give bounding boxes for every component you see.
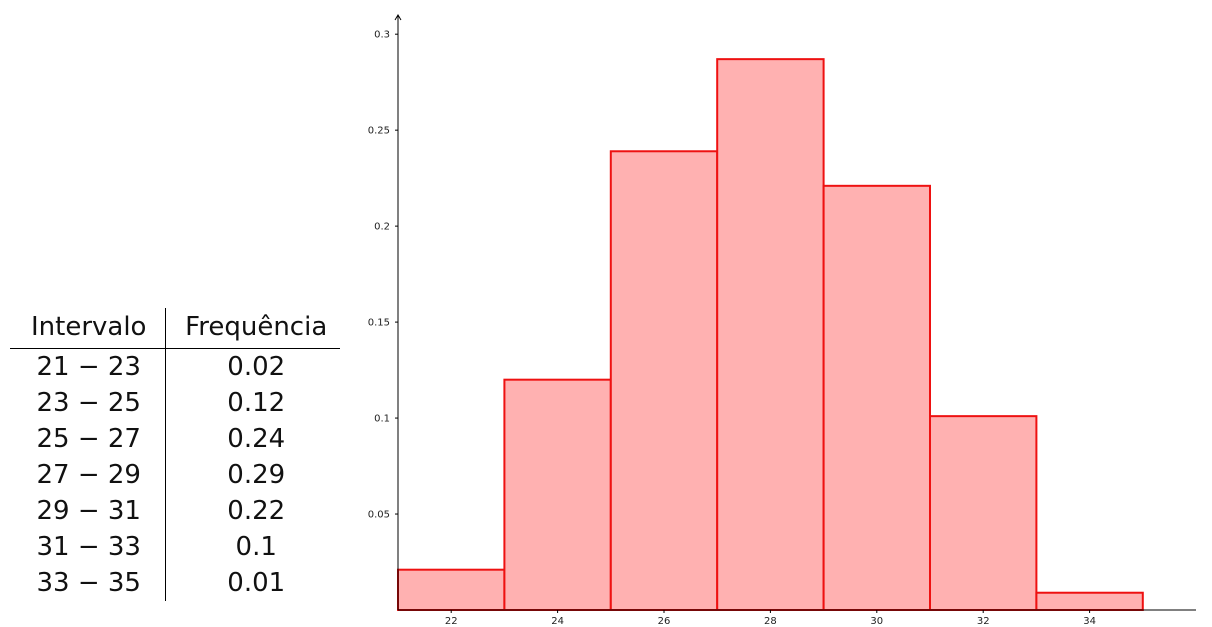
x-tick-label: 28 xyxy=(764,616,777,627)
header-interval: Intervalo xyxy=(10,308,167,349)
frequency-table-container: Intervalo Frequência 21 − 23 0.02 23 − 2… xyxy=(10,308,340,608)
x-tick-label: 22 xyxy=(445,616,458,627)
frequency-cell: 0.24 xyxy=(227,424,286,454)
y-tick-label: 0.2 xyxy=(374,222,390,233)
y-tick-label: 0.3 xyxy=(374,30,390,41)
interval-cell: 33 − 35 xyxy=(10,565,167,601)
x-tick-label: 30 xyxy=(870,616,883,627)
histogram-bar xyxy=(822,184,931,612)
interval-cell: 25 − 27 xyxy=(10,421,167,457)
frequency-cell: 0.29 xyxy=(227,460,286,490)
frequency-table: Intervalo Frequência 21 − 23 0.02 23 − 2… xyxy=(10,308,340,601)
table-row: 31 − 33 0.1 xyxy=(10,529,340,565)
x-tick-label: 24 xyxy=(551,616,564,627)
histogram-bar xyxy=(397,568,506,611)
histogram-bar xyxy=(609,150,719,611)
table-header-row: Intervalo Frequência xyxy=(10,308,340,349)
y-ticks-group: 0.05 0.1 0.15 0.2 0.25 0.3 xyxy=(368,30,398,521)
histogram-bar xyxy=(503,378,612,612)
interval-cell: 27 − 29 xyxy=(10,457,167,493)
x-tick-label: 32 xyxy=(977,616,990,627)
table-row: 23 − 25 0.12 xyxy=(10,385,340,421)
interval-cell: 29 − 31 xyxy=(10,493,167,529)
table-row: 33 − 35 0.01 xyxy=(10,565,340,601)
table-row: 27 − 29 0.29 xyxy=(10,457,340,493)
axes-group xyxy=(394,14,1196,611)
frequency-cell: 0.02 xyxy=(227,352,286,382)
frequency-cell: 0.01 xyxy=(227,568,286,598)
y-tick-label: 0.25 xyxy=(368,126,390,137)
x-ticks-group: 22 24 26 28 30 32 34 xyxy=(445,610,1096,627)
table-row: 25 − 27 0.24 xyxy=(10,421,340,457)
x-tick-label: 34 xyxy=(1083,616,1096,627)
interval-cell: 21 − 23 xyxy=(10,348,167,385)
table-row: 21 − 23 0.02 xyxy=(10,348,340,385)
y-tick-label: 0.15 xyxy=(368,318,390,329)
y-tick-label: 0.1 xyxy=(374,414,390,425)
frequency-cell: 0.1 xyxy=(235,532,277,562)
histogram-bar xyxy=(929,415,1038,612)
frequency-cell: 0.22 xyxy=(227,496,286,526)
interval-cell: 23 − 25 xyxy=(10,385,167,421)
histogram-bar xyxy=(1035,591,1144,612)
histogram-bar xyxy=(716,58,825,612)
interval-cell: 31 − 33 xyxy=(10,529,167,565)
frequency-cell: 0.12 xyxy=(227,388,286,418)
table-row: 29 − 31 0.22 xyxy=(10,493,340,529)
y-axis-arrow xyxy=(394,14,402,21)
header-frequency: Frequência xyxy=(165,308,340,349)
bars-group xyxy=(397,58,1144,612)
x-tick-label: 26 xyxy=(658,616,671,627)
y-tick-label: 0.05 xyxy=(368,510,390,521)
